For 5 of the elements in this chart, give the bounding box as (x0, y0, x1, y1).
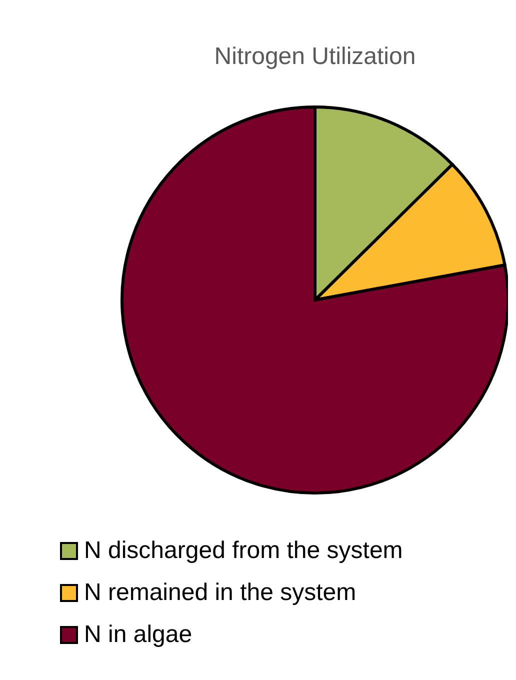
legend-label: N in algae (84, 621, 192, 649)
legend-label: N discharged from the system (84, 537, 403, 565)
legend-label: N remained in the system (84, 579, 356, 607)
chart-title: Nitrogen Utilization (214, 43, 416, 70)
pie-slice (120, 106, 508, 494)
